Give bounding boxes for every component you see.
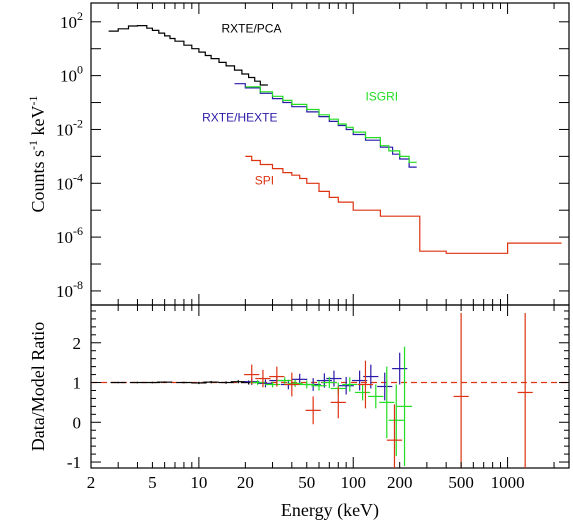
isgri-ratio-point [311,380,327,391]
isgri-ratio-point [388,384,404,457]
x-tick-label: 10 [190,473,207,492]
spectrum-plot-area [108,25,562,254]
pca-ratio-point [157,381,173,383]
series-label-spi: SPI [255,174,274,188]
isgri-ratio-point [368,384,384,409]
ratio-plot-area [91,312,569,468]
y-tick-label: 100 [60,63,83,86]
y-tick-label: 10-4 [56,170,83,193]
pca-ratio-point [218,381,234,384]
isgri-ratio-point [264,381,281,388]
x-tick-label: 100 [340,473,366,492]
x-axis-title: Energy (keV) [281,500,379,521]
isgri-ratio-point [342,377,358,392]
series-label-isgri: ISGRI [365,89,398,103]
hexte-ratio-point [377,372,393,401]
series-spi-line [245,155,562,254]
spi-ratio-point [269,366,285,387]
x-tick-label: 5 [148,473,157,492]
y-tick-label: 10-6 [56,224,83,247]
spi-ratio-point [284,372,300,397]
pca-ratio-point [191,381,207,385]
series-isgri-line [245,86,417,163]
spi-ratio-point [255,369,271,388]
isgri-ratio-point [396,346,413,467]
series-label-rxte-pca: RXTE/PCA [221,22,281,36]
spi-ratio-point [357,360,374,409]
x-tick-label: 20 [237,473,254,492]
y-tick-label: 1 [73,374,82,393]
spectrum-panel-frame [90,2,570,306]
pca-ratio-point [129,381,146,384]
pca-ratio-point [203,380,219,384]
y-tick-label: 10-2 [56,116,83,139]
y-tick-label: 10-8 [56,278,83,301]
y-tick-label: 2 [73,334,82,353]
spi-ratio-point [305,396,321,425]
isgri-ratio-point [287,379,303,387]
y-tick-label: 0 [73,413,82,432]
y-axis-title-ratio: Data/Model Ratio [28,322,48,451]
hexte-ratio-point [338,376,354,395]
series-rxte-pca-line [108,25,268,86]
spi-ratio-point [453,312,469,468]
isgri-ratio-point [379,366,395,439]
pca-ratio-point [176,381,192,384]
spi-ratio-point [330,386,346,419]
y-tick-label: 102 [60,9,83,32]
y-axis-title-spectrum: Counts s-1 keV-1 [26,95,48,212]
spi-ratio-point [244,364,260,385]
hexte-ratio-point [326,370,342,387]
x-tick-label: 2 [87,473,96,492]
isgri-ratio-point [277,377,293,384]
series-label-rxte-hexte: RXTE/HEXTE [202,110,277,124]
ratio-panel-frame [90,304,570,469]
x-tick-label: 1000 [491,473,525,492]
pca-ratio-point [230,380,246,384]
x-tick-label: 500 [448,473,474,492]
isgri-ratio-point [355,384,371,401]
hexte-ratio-point [352,370,368,391]
x-tick-label: 50 [298,473,315,492]
x-tick-label: 200 [387,473,413,492]
spi-ratio-point [517,312,533,468]
hexte-ratio-point [257,379,274,388]
pca-ratio-point [110,381,126,384]
y-tick-label: -1 [67,453,81,472]
spi-ratio-point [386,404,403,468]
isgri-ratio-point [299,380,315,389]
isgri-ratio-point [321,376,337,389]
